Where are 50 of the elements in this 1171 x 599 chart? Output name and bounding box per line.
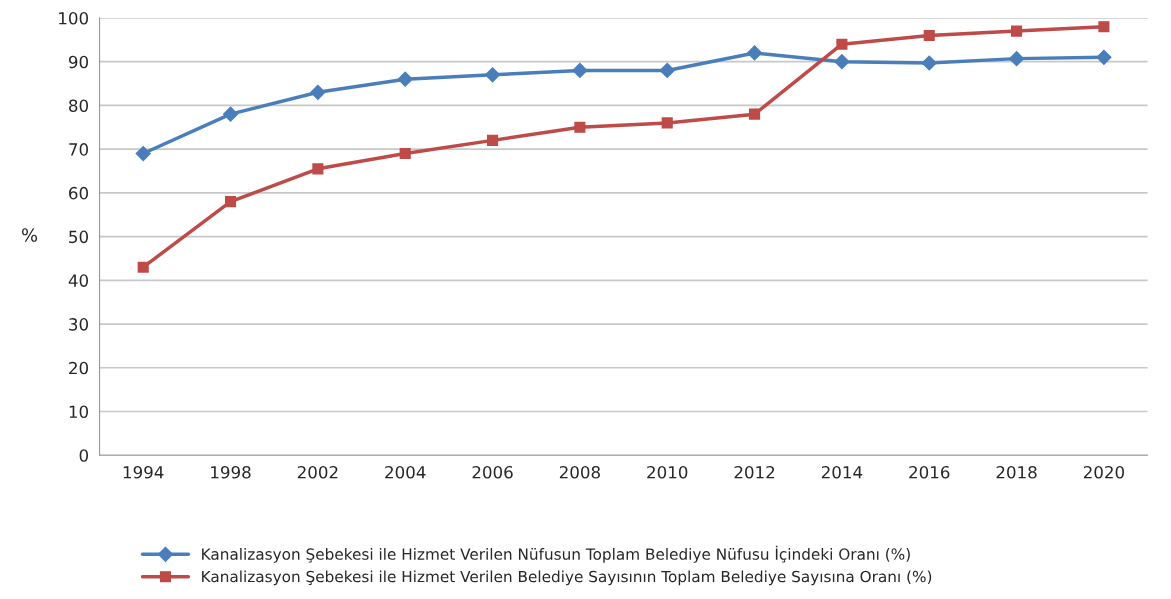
point	[135, 145, 151, 162]
point	[310, 84, 326, 100]
point	[661, 117, 673, 129]
x-tick-label: 2016	[909, 465, 950, 479]
y-tick-label: 60	[69, 186, 89, 200]
x-tick-label: 2012	[734, 465, 775, 479]
point	[1009, 51, 1025, 67]
point	[399, 147, 411, 160]
point	[921, 55, 937, 71]
point	[1011, 25, 1023, 37]
legend-label: Kanalizasyon Şebekesi ile Hizmet Verilen Belediye Sayısının Toplam Belediye Sayısına Oranı (%)	[202, 570, 932, 586]
x-tick-label: 2004	[385, 465, 426, 479]
point	[746, 45, 763, 61]
point	[923, 29, 935, 42]
point	[486, 134, 499, 146]
legend-label: Kanalizasyon Şebekesi ile Hizmet Verilen Nüfusun Toplam Belediye Nüfusu İçindeki Oranı (%)	[202, 545, 910, 563]
x-tick-label: 2008	[559, 465, 600, 479]
point	[572, 62, 588, 79]
y-tick-label: 100	[59, 11, 89, 25]
point	[312, 163, 324, 175]
x-tick-label: 1994	[123, 465, 164, 479]
x-tick-label: 2018	[996, 465, 1037, 479]
x-tick-label: 2002	[297, 465, 338, 479]
y-tick-label: 90	[68, 55, 89, 69]
point	[749, 108, 761, 120]
y-tick-label: 50	[69, 230, 89, 244]
y-tick-label: 0	[79, 449, 89, 462]
x-tick-label: 2014	[821, 465, 863, 479]
y-tick-label: 20	[69, 361, 89, 375]
point	[484, 67, 501, 83]
point	[659, 62, 675, 79]
point	[574, 121, 586, 133]
y-tick-label: 40	[68, 274, 89, 287]
x-tick-label: 2020	[1083, 465, 1125, 479]
y-tick-label: 10	[69, 405, 89, 419]
point	[224, 196, 237, 208]
x-tick-label: 2010	[647, 465, 688, 479]
point	[836, 38, 848, 50]
point	[1098, 21, 1110, 33]
x-tick-label: 2006	[472, 465, 513, 479]
y-tick-label: 70	[69, 143, 89, 156]
y-tick-label: 80	[69, 99, 89, 112]
y-axis-title: %	[21, 228, 38, 242]
x-tick-label: 1998	[211, 465, 251, 479]
point	[397, 71, 413, 87]
point	[1096, 49, 1112, 65]
point	[137, 261, 149, 273]
point	[834, 54, 850, 70]
point	[222, 106, 239, 122]
y-tick-label: 30	[69, 318, 89, 331]
